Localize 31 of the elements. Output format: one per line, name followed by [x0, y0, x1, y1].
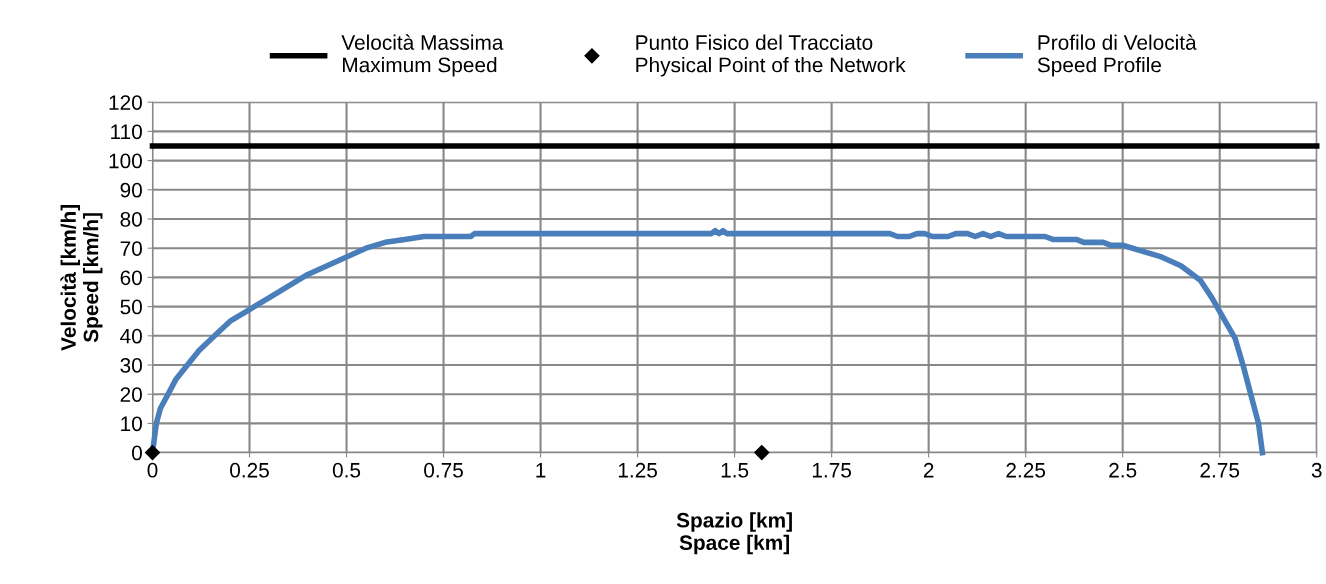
y-tick-label: 40: [120, 328, 142, 344]
x-tick-label: 3: [1311, 462, 1322, 478]
x-tick-label: 0.75: [424, 462, 463, 478]
x-tick-label: 1: [536, 463, 546, 478]
x-tick-label: 1.5: [721, 463, 749, 478]
legend-label: Velocità Massima Maximum Speed: [341, 34, 504, 77]
y-tick-label: 10: [121, 416, 142, 432]
legend-label: Punto Fisico del Tracciato Physical Point of the Network: [636, 34, 906, 77]
y-tick-label: 80: [120, 212, 142, 227]
y-tick-label: 20: [120, 387, 142, 402]
x-tick-label: 1.75: [812, 463, 852, 478]
y-tick-label: 60: [120, 270, 142, 286]
x-tick-label: 2: [923, 462, 934, 478]
x-tick-label: 1.25: [618, 462, 657, 478]
x-axis-title: Spazio [km] Space [km]: [676, 512, 792, 555]
x-tick-label: 2.75: [1200, 462, 1240, 478]
x-tick-label: 2.5: [1109, 462, 1137, 478]
legend-label: Profilo di Velocità Speed Profile: [1037, 34, 1197, 77]
y-tick-label: 0: [132, 445, 142, 461]
y-tick-label: 110: [111, 124, 142, 140]
x-tick-label: 2.25: [1006, 462, 1046, 478]
y-tick-label: 50: [120, 299, 142, 315]
y-tick-label: 30: [120, 358, 142, 373]
y-tick-label: 70: [120, 241, 142, 256]
y-axis-title: Velocità [km/h] Speed [km/h]: [60, 205, 103, 351]
y-tick-label: 120: [109, 95, 142, 110]
x-tick-label: 0.25: [230, 462, 269, 478]
y-tick-label: 100: [109, 153, 142, 169]
x-tick-label: 0: [147, 462, 158, 478]
x-tick-label: 0.5: [332, 462, 361, 478]
y-tick-label: 90: [120, 182, 142, 198]
